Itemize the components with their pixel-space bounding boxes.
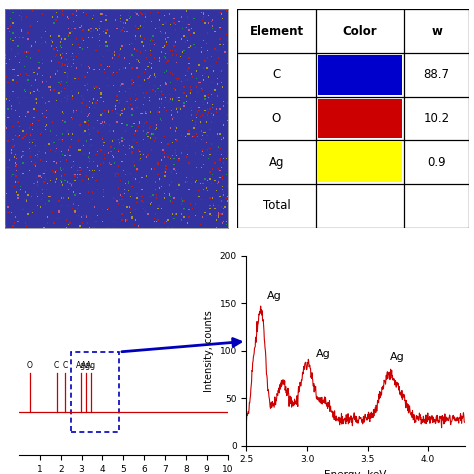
- Text: Ag: Ag: [390, 352, 404, 362]
- X-axis label: Energy, keV: Energy, keV: [324, 470, 387, 474]
- Text: Total: Total: [263, 199, 291, 212]
- Text: 0.9: 0.9: [428, 155, 446, 169]
- Text: Ag: Ag: [86, 361, 96, 370]
- Text: Ag: Ag: [316, 349, 330, 359]
- Text: C: C: [62, 361, 67, 370]
- Text: O: O: [27, 361, 33, 370]
- Text: C: C: [54, 361, 59, 370]
- Bar: [319, 143, 402, 182]
- Text: Ag: Ag: [76, 361, 86, 370]
- Text: Ag: Ag: [267, 291, 282, 301]
- Text: O: O: [272, 112, 281, 125]
- Text: 88.7: 88.7: [424, 68, 450, 82]
- Y-axis label: Intensity, counts: Intensity, counts: [204, 310, 214, 392]
- Bar: [319, 55, 402, 94]
- Text: 10.2: 10.2: [424, 112, 450, 125]
- Bar: [71, 352, 119, 432]
- Text: Color: Color: [343, 25, 377, 38]
- Text: C: C: [273, 68, 281, 82]
- Text: w: w: [431, 25, 442, 38]
- Text: Ag: Ag: [269, 155, 284, 169]
- Text: Element: Element: [249, 25, 303, 38]
- Bar: [319, 99, 402, 138]
- Text: Ag: Ag: [81, 361, 91, 370]
